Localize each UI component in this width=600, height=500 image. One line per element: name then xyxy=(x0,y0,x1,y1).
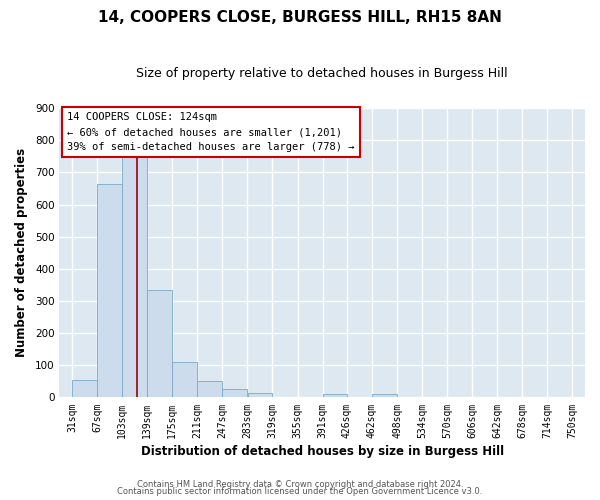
Text: Contains public sector information licensed under the Open Government Licence v3: Contains public sector information licen… xyxy=(118,487,482,496)
Bar xyxy=(148,290,172,398)
X-axis label: Distribution of detached houses by size in Burgess Hill: Distribution of detached houses by size … xyxy=(140,444,504,458)
Bar xyxy=(122,156,147,398)
Bar xyxy=(72,380,97,398)
Text: 14 COOPERS CLOSE: 124sqm
← 60% of detached houses are smaller (1,201)
39% of sem: 14 COOPERS CLOSE: 124sqm ← 60% of detach… xyxy=(67,112,355,152)
Bar xyxy=(372,394,397,398)
Bar xyxy=(197,380,222,398)
Bar xyxy=(223,390,247,398)
Bar xyxy=(97,184,122,398)
Bar xyxy=(172,362,197,398)
Y-axis label: Number of detached properties: Number of detached properties xyxy=(15,148,28,358)
Bar xyxy=(248,392,272,398)
Text: 14, COOPERS CLOSE, BURGESS HILL, RH15 8AN: 14, COOPERS CLOSE, BURGESS HILL, RH15 8A… xyxy=(98,10,502,25)
Bar xyxy=(323,394,347,398)
Text: Contains HM Land Registry data © Crown copyright and database right 2024.: Contains HM Land Registry data © Crown c… xyxy=(137,480,463,489)
Title: Size of property relative to detached houses in Burgess Hill: Size of property relative to detached ho… xyxy=(136,68,508,80)
